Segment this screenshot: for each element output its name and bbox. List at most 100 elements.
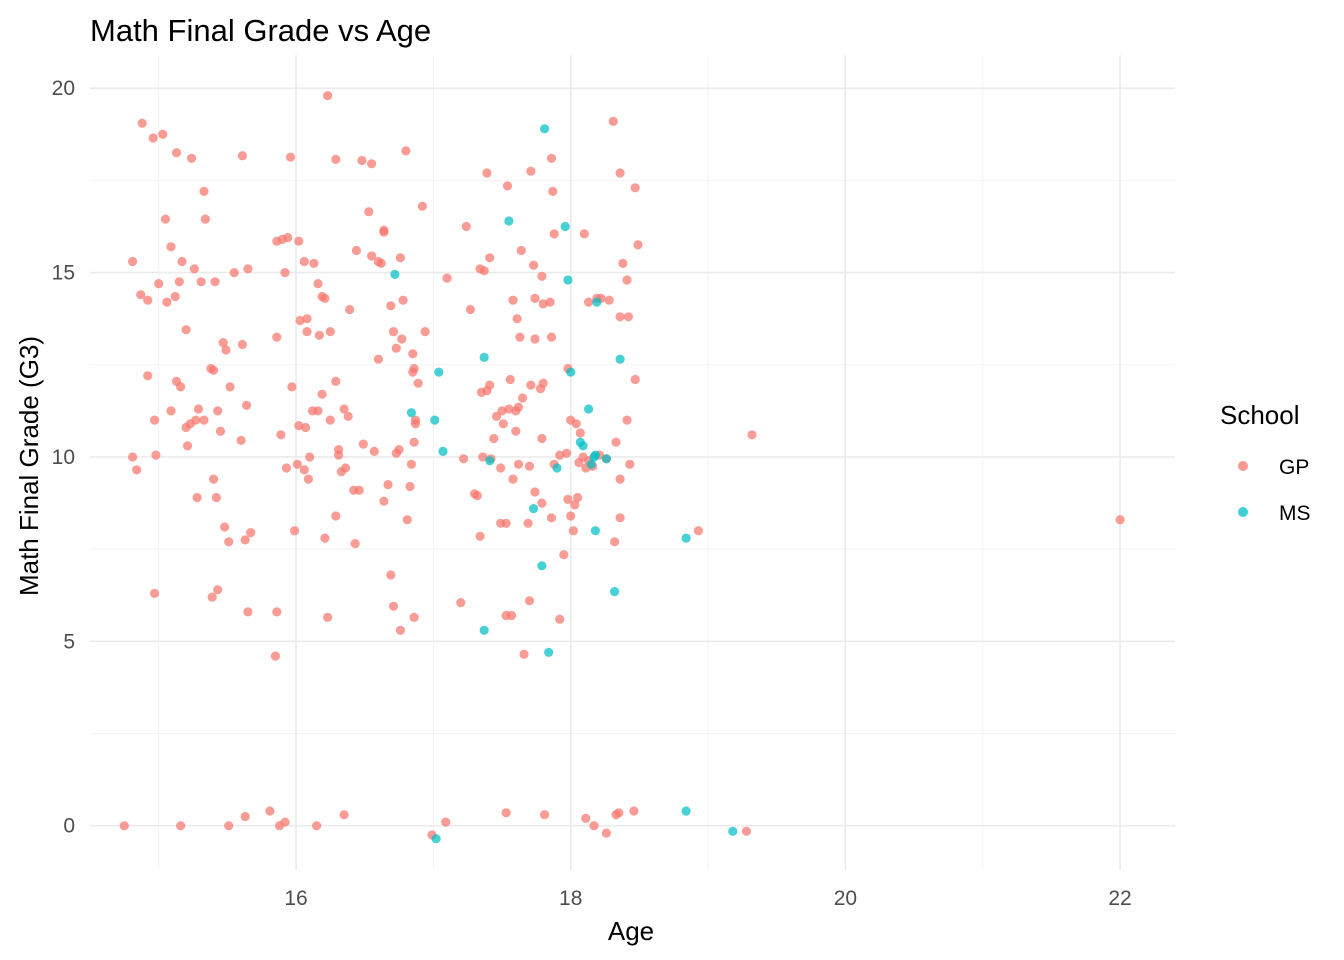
data-point-gp <box>559 550 569 560</box>
data-point-gp <box>334 450 344 460</box>
data-point-gp <box>555 450 565 460</box>
data-point-ms <box>586 459 596 469</box>
data-point-gp <box>504 404 514 414</box>
data-point-gp <box>508 295 518 305</box>
data-point-gp <box>343 411 353 421</box>
data-point-gp <box>339 404 349 414</box>
data-point-gp <box>189 264 199 274</box>
x-tick-label: 18 <box>559 887 582 910</box>
data-point-gp <box>566 511 576 521</box>
data-point-gp <box>482 168 492 178</box>
data-point-gp <box>575 428 585 438</box>
data-point-gp <box>221 345 231 355</box>
data-point-gp <box>501 808 511 818</box>
data-point-gp <box>570 500 580 510</box>
data-point-gp <box>314 330 324 340</box>
data-point-gp <box>622 415 632 425</box>
data-point-ms <box>584 404 594 414</box>
data-point-gp <box>402 515 412 525</box>
data-point-gp <box>395 253 405 263</box>
data-point-gp <box>369 446 379 456</box>
data-point-ms <box>537 561 547 571</box>
data-point-ms <box>563 275 573 285</box>
data-point-gp <box>581 813 591 824</box>
data-point-ms <box>728 826 738 836</box>
data-point-gp <box>391 343 401 353</box>
data-point-gp <box>280 817 290 827</box>
legend: School GP MS <box>1220 400 1311 525</box>
data-point-gp <box>367 159 377 169</box>
data-point-ms <box>529 504 539 514</box>
data-point-gp <box>242 400 252 410</box>
data-point-gp <box>295 315 305 326</box>
data-point-gp <box>218 338 228 348</box>
data-point-gp <box>555 614 565 624</box>
data-point-gp <box>465 304 475 315</box>
data-point-gp <box>546 332 557 342</box>
data-point-gp <box>317 389 327 399</box>
data-point-gp <box>215 426 226 436</box>
data-point-gp <box>162 297 172 307</box>
data-point-gp <box>747 430 757 440</box>
data-point-gp <box>614 808 624 818</box>
data-point-gp <box>283 232 293 243</box>
data-point-ms <box>601 454 612 464</box>
data-point-gp <box>154 279 164 289</box>
data-point-gp <box>629 806 639 816</box>
data-point-gp <box>143 371 153 381</box>
data-point-gp <box>441 817 451 827</box>
data-point-gp <box>573 492 583 503</box>
data-point-gp <box>563 494 573 504</box>
data-point-ms <box>434 367 444 377</box>
data-point-ms <box>504 216 514 226</box>
data-point-gp <box>633 240 643 250</box>
data-point-ms <box>560 221 570 232</box>
data-point-gp <box>530 334 540 344</box>
data-point-gp <box>331 154 341 164</box>
data-point-gp <box>518 393 528 403</box>
data-point-gp <box>625 459 635 469</box>
data-point-gp <box>496 463 506 473</box>
data-point-ms <box>406 408 416 418</box>
data-point-gp <box>136 290 146 300</box>
data-point-ms <box>552 463 562 473</box>
data-point-gp <box>158 129 168 139</box>
data-point-gp <box>523 518 533 528</box>
data-point-gp <box>579 229 590 239</box>
data-point-gp <box>511 426 521 436</box>
data-point-ms <box>544 647 554 658</box>
data-point-gp <box>290 526 300 536</box>
data-point-gp <box>524 461 535 471</box>
data-point-gp <box>302 314 312 324</box>
data-point-gp <box>538 299 548 309</box>
data-point-gp <box>350 539 360 549</box>
data-point-gp <box>200 214 210 224</box>
data-point-gp <box>312 821 322 831</box>
data-point-ms <box>438 446 448 456</box>
data-point-gp <box>305 452 315 462</box>
data-point-gp <box>313 279 323 289</box>
data-point-gp <box>292 459 302 469</box>
data-point-ms <box>479 352 489 362</box>
data-point-ms <box>566 367 576 377</box>
data-point-gp <box>354 485 364 495</box>
data-point-gp <box>623 312 634 322</box>
data-point-gp <box>545 297 555 307</box>
data-point-gp <box>604 295 614 305</box>
data-point-gp <box>622 275 632 285</box>
data-point-gp <box>209 365 219 375</box>
data-point-gp <box>191 415 201 425</box>
data-point-gp <box>166 406 176 416</box>
data-point-gp <box>496 518 506 528</box>
data-point-gp <box>192 492 202 503</box>
data-point-gp <box>303 474 313 484</box>
data-point-gp <box>351 245 361 256</box>
data-point-gp <box>537 433 547 444</box>
data-point-gp <box>323 612 333 623</box>
data-point-gp <box>401 146 411 156</box>
data-point-gp <box>478 452 488 462</box>
data-point-gp <box>340 463 351 473</box>
data-point-gp <box>615 312 625 322</box>
data-point-gp <box>397 334 407 344</box>
